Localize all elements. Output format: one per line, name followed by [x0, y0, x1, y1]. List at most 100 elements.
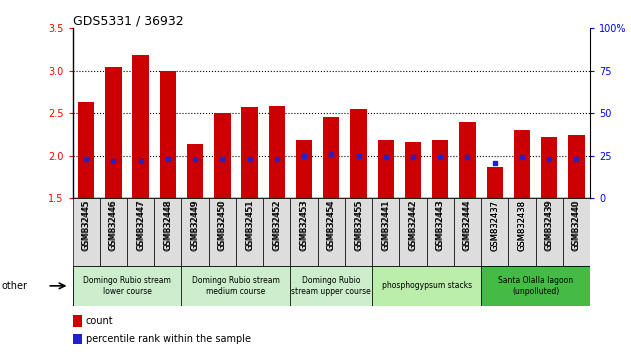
Bar: [154, 198, 182, 266]
Point: [435, 155, 445, 160]
Bar: [73, 198, 100, 266]
Bar: [296, 141, 312, 198]
Bar: [481, 266, 590, 306]
Bar: [405, 142, 421, 198]
Text: GSM832452: GSM832452: [273, 200, 281, 250]
Bar: [290, 198, 317, 266]
Bar: [160, 71, 176, 198]
Text: GSM832451: GSM832451: [245, 200, 254, 250]
Bar: [73, 315, 82, 327]
Text: GSM832450: GSM832450: [218, 200, 227, 250]
Text: GSM832440: GSM832440: [572, 200, 581, 251]
Text: GSM832443: GSM832443: [436, 200, 445, 251]
Bar: [78, 102, 95, 198]
Point: [380, 155, 391, 160]
Bar: [481, 198, 509, 266]
Bar: [73, 334, 82, 344]
Bar: [187, 144, 203, 198]
Text: GSM832444: GSM832444: [463, 200, 472, 251]
Text: GDS5331 / 36932: GDS5331 / 36932: [73, 14, 183, 27]
Text: GSM832447: GSM832447: [136, 200, 145, 251]
Bar: [209, 198, 236, 266]
Text: GSM832442: GSM832442: [408, 200, 418, 250]
Text: GSM832437: GSM832437: [490, 200, 499, 251]
Bar: [345, 198, 372, 266]
Bar: [427, 198, 454, 266]
Point: [517, 155, 527, 160]
Point: [217, 156, 227, 162]
Text: phosphogypsum stacks: phosphogypsum stacks: [382, 281, 471, 290]
Bar: [214, 113, 230, 198]
Point: [463, 155, 473, 160]
Text: percentile rank within the sample: percentile rank within the sample: [86, 334, 251, 344]
Text: GSM832448: GSM832448: [163, 200, 172, 251]
Bar: [459, 122, 476, 198]
Bar: [536, 198, 563, 266]
Text: GSM832454: GSM832454: [327, 200, 336, 250]
Point: [299, 153, 309, 159]
Text: GSM832449: GSM832449: [191, 200, 199, 250]
Point: [245, 156, 255, 162]
Text: GSM832439: GSM832439: [545, 200, 553, 251]
Text: GSM832454: GSM832454: [327, 200, 336, 251]
Text: GSM832440: GSM832440: [572, 200, 581, 250]
Bar: [73, 266, 182, 306]
Bar: [541, 137, 557, 198]
Text: GSM832445: GSM832445: [81, 200, 91, 251]
Point: [163, 156, 173, 162]
Text: GSM832441: GSM832441: [381, 200, 390, 250]
Bar: [377, 141, 394, 198]
Bar: [454, 198, 481, 266]
Text: GSM832447: GSM832447: [136, 200, 145, 251]
Bar: [263, 198, 290, 266]
Point: [490, 160, 500, 165]
Bar: [182, 266, 290, 306]
Bar: [100, 198, 127, 266]
Text: GSM832445: GSM832445: [81, 200, 91, 250]
Text: GSM832451: GSM832451: [245, 200, 254, 251]
Text: GSM832448: GSM832448: [163, 200, 172, 251]
Bar: [487, 167, 503, 198]
Text: GSM832438: GSM832438: [517, 200, 526, 251]
Text: Domingo Rubio stream
lower course: Domingo Rubio stream lower course: [83, 276, 171, 296]
Bar: [509, 198, 536, 266]
Bar: [269, 107, 285, 198]
Bar: [105, 67, 122, 198]
Point: [81, 156, 91, 162]
Bar: [563, 198, 590, 266]
Bar: [290, 266, 372, 306]
Text: GSM832442: GSM832442: [408, 200, 418, 251]
Point: [571, 156, 581, 162]
Bar: [242, 107, 257, 198]
Bar: [127, 198, 154, 266]
Text: GSM832437: GSM832437: [490, 200, 499, 251]
Text: GSM832446: GSM832446: [109, 200, 118, 251]
Text: other: other: [1, 281, 27, 291]
Point: [272, 156, 282, 162]
Text: GSM832444: GSM832444: [463, 200, 472, 250]
Bar: [350, 109, 367, 198]
Bar: [236, 198, 263, 266]
Text: GSM832453: GSM832453: [300, 200, 309, 251]
Text: GSM832455: GSM832455: [354, 200, 363, 250]
Point: [109, 158, 119, 164]
Text: count: count: [86, 316, 113, 326]
Text: GSM832453: GSM832453: [300, 200, 309, 251]
Bar: [323, 117, 339, 198]
Text: Domingo Rubio stream
medium course: Domingo Rubio stream medium course: [192, 276, 280, 296]
Point: [544, 156, 554, 162]
Text: GSM832443: GSM832443: [436, 200, 445, 251]
Text: GSM832439: GSM832439: [545, 200, 553, 251]
Bar: [432, 141, 449, 198]
Point: [136, 158, 146, 164]
Point: [353, 153, 363, 159]
Bar: [372, 266, 481, 306]
Bar: [399, 198, 427, 266]
Text: GSM832455: GSM832455: [354, 200, 363, 251]
Point: [190, 156, 200, 162]
Point: [408, 155, 418, 160]
Text: GSM832438: GSM832438: [517, 200, 526, 251]
Point: [326, 151, 336, 157]
Text: GSM832452: GSM832452: [273, 200, 281, 251]
Bar: [372, 198, 399, 266]
